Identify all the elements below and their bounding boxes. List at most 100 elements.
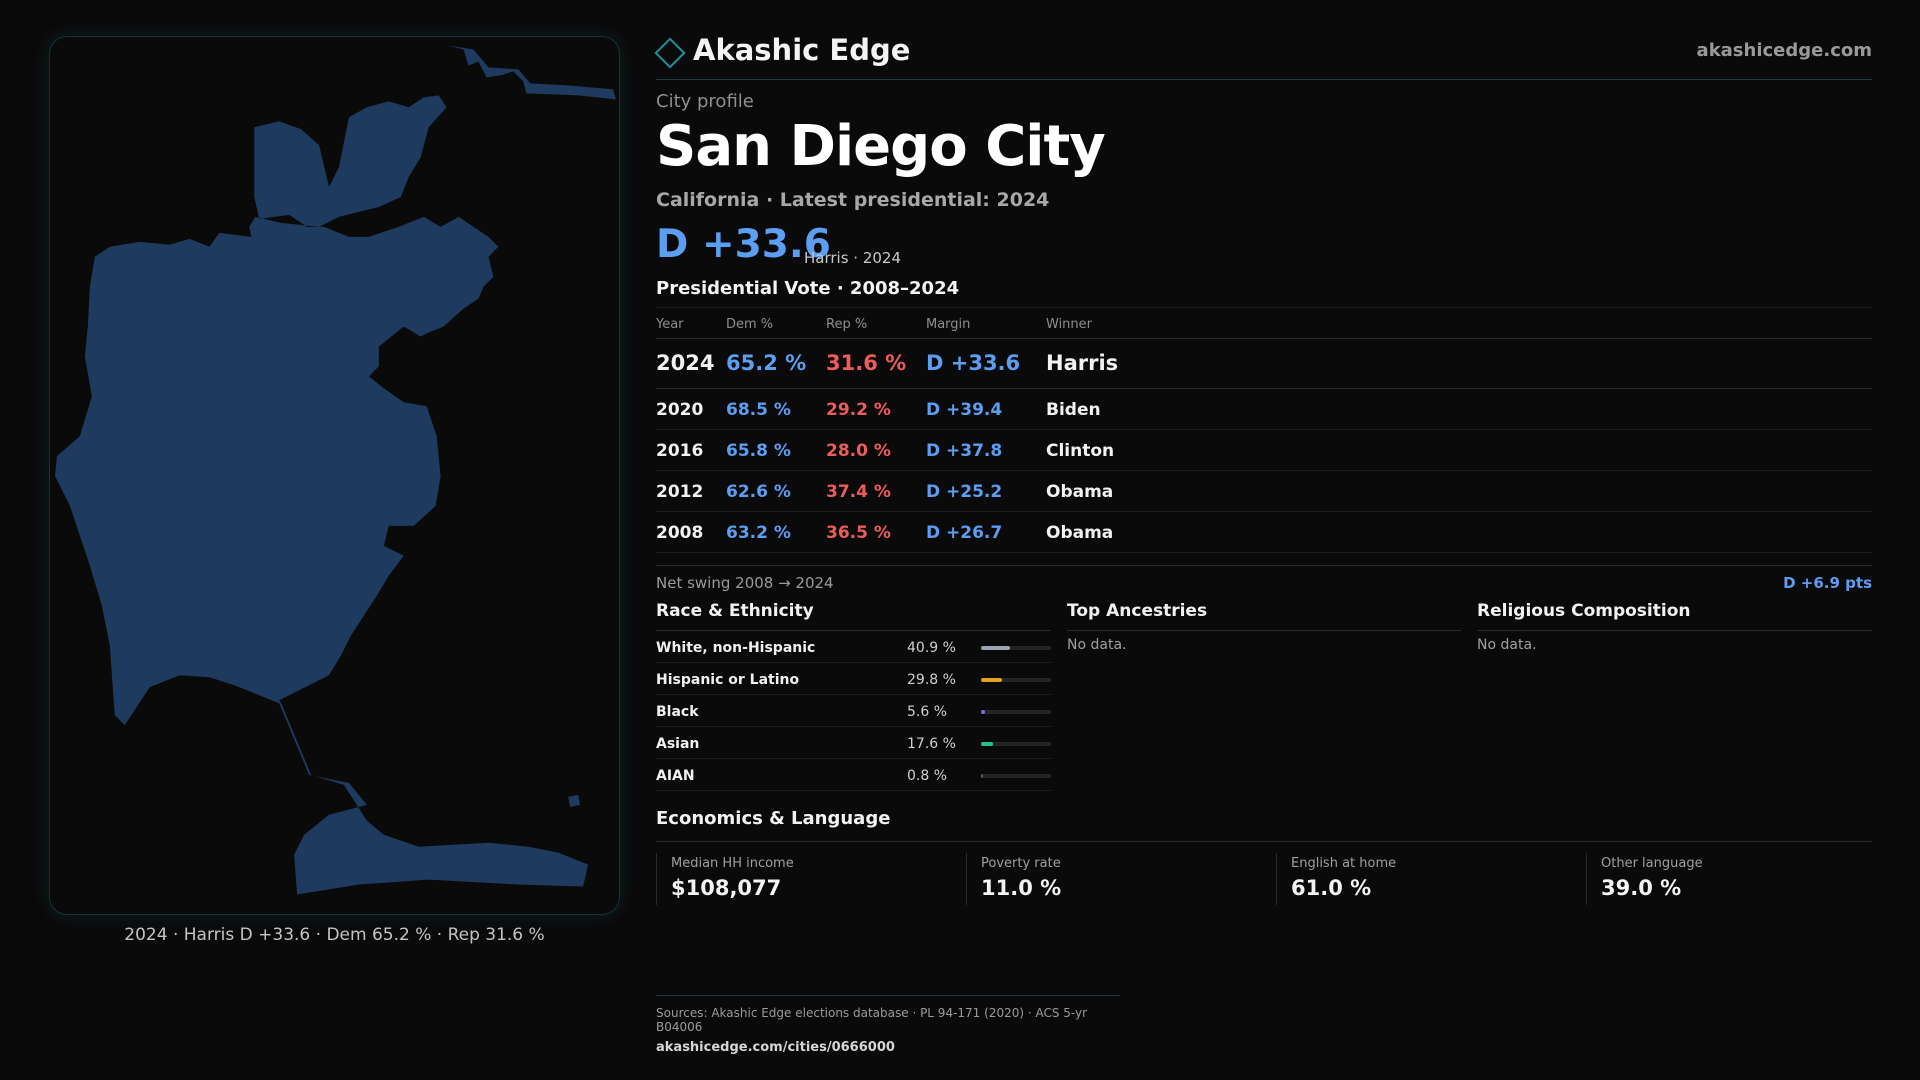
- brand-name[interactable]: Akashic Edge: [693, 33, 911, 67]
- table-row: 2020 68.5 % 29.2 % D +39.4 Biden: [656, 389, 1872, 430]
- stat-card-english: English at home 61.0 %: [1276, 853, 1586, 905]
- race-label: Hispanic or Latino: [656, 672, 800, 688]
- cell-winner: Harris: [1046, 351, 1119, 375]
- cell-rep: 37.4 %: [826, 482, 891, 502]
- header-year: Year: [656, 317, 684, 332]
- stat-label: Poverty rate: [981, 856, 1061, 871]
- ancestries-empty: No data.: [1067, 637, 1127, 653]
- race-bar-track: [981, 646, 1051, 650]
- race-label: Asian: [656, 736, 700, 752]
- race-bar-track: [981, 678, 1051, 682]
- race-row: AIAN 0.8 %: [656, 759, 1051, 791]
- economics-cards: Median HH income $108,077 Poverty rate 1…: [656, 853, 1872, 905]
- stat-card-income: Median HH income $108,077: [656, 853, 966, 905]
- headline-margin: D +33.6: [656, 222, 831, 267]
- race-label: Black: [656, 704, 699, 720]
- race-row: Hispanic or Latino 29.8 %: [656, 663, 1051, 695]
- cell-dem: 62.6 %: [726, 482, 791, 502]
- city-map[interactable]: [49, 36, 620, 915]
- site-header: Akashic Edge akashicedge.com: [654, 30, 1872, 80]
- stat-card-poverty: Poverty rate 11.0 %: [966, 853, 1276, 905]
- race-percent: 29.8 %: [907, 672, 956, 688]
- table-header: Year Dem % Rep % Margin Winner: [656, 308, 1872, 339]
- cell-dem: 65.2 %: [726, 351, 807, 375]
- cell-margin: D +33.6: [926, 351, 1021, 375]
- page-subtitle: California · Latest presidential: 2024: [656, 189, 1050, 211]
- race-row: Asian 17.6 %: [656, 727, 1051, 759]
- race-percent: 17.6 %: [907, 736, 956, 752]
- cell-year: 2024: [656, 351, 715, 375]
- cell-winner: Clinton: [1046, 441, 1115, 461]
- city-boundary-shape: [54, 45, 617, 895]
- stat-value: 61.0 %: [1291, 876, 1372, 900]
- race-bar-track: [981, 742, 1051, 746]
- race-ethnicity-section: Race & Ethnicity White, non-Hispanic 40.9…: [656, 601, 1051, 791]
- stat-label: English at home: [1291, 856, 1397, 871]
- economics-title: Economics & Language: [656, 808, 1872, 842]
- map-caption: 2024 · Harris D +33.6 · Dem 65.2 % · Rep…: [124, 925, 545, 945]
- net-swing-label: Net swing 2008 → 2024: [656, 574, 834, 592]
- cell-margin: D +26.7: [926, 523, 1003, 543]
- header-dem: Dem %: [726, 317, 774, 332]
- cell-rep: 29.2 %: [826, 400, 891, 420]
- page-url-link[interactable]: akashicedge.com/cities/0666000: [656, 1040, 895, 1055]
- cell-margin: D +25.2: [926, 482, 1003, 502]
- race-percent: 0.8 %: [907, 768, 948, 784]
- race-title: Race & Ethnicity: [656, 601, 1051, 631]
- cell-dem: 63.2 %: [726, 523, 791, 543]
- vote-section-title: Presidential Vote · 2008–2024: [656, 278, 960, 299]
- cell-year: 2012: [656, 482, 704, 502]
- header-winner: Winner: [1046, 317, 1093, 332]
- diamond-logo-icon: [654, 37, 686, 69]
- table-row: 2024 65.2 % 31.6 % D +33.6 Harris: [656, 339, 1872, 389]
- cell-dem: 68.5 %: [726, 400, 791, 420]
- net-swing-value: D +6.9 pts: [1783, 574, 1872, 592]
- race-bar-fill: [981, 678, 1002, 682]
- cell-margin: D +39.4: [926, 400, 1003, 420]
- race-label: White, non-Hispanic: [656, 640, 816, 656]
- race-bar-track: [981, 710, 1051, 714]
- race-bar-track: [981, 774, 1051, 778]
- cell-winner: Obama: [1046, 482, 1114, 502]
- stat-card-other-language: Other language 39.0 %: [1586, 853, 1896, 905]
- race-bar-fill: [981, 646, 1010, 650]
- city-boundary-map: [54, 45, 617, 895]
- race-bar-fill: [981, 710, 985, 714]
- stat-value: 39.0 %: [1601, 876, 1682, 900]
- religion-section: Religious Composition No data.: [1477, 601, 1872, 653]
- stat-label: Other language: [1601, 856, 1703, 871]
- race-bar-fill: [981, 774, 983, 778]
- race-label: AIAN: [656, 768, 695, 784]
- race-percent: 40.9 %: [907, 640, 956, 656]
- ancestries-title: Top Ancestries: [1067, 601, 1461, 631]
- cell-year: 2008: [656, 523, 704, 543]
- table-row: 2012 62.6 % 37.4 % D +25.2 Obama: [656, 471, 1872, 512]
- race-row: Black 5.6 %: [656, 695, 1051, 727]
- sources-note: Sources: Akashic Edge elections database…: [656, 1006, 1088, 1034]
- ancestries-section: Top Ancestries No data.: [1067, 601, 1461, 653]
- religion-title: Religious Composition: [1477, 601, 1872, 631]
- race-row: White, non-Hispanic 40.9 %: [656, 631, 1051, 663]
- table-row: 2008 63.2 % 36.5 % D +26.7 Obama: [656, 512, 1872, 553]
- header-rep: Rep %: [826, 317, 868, 332]
- cell-rep: 31.6 %: [826, 351, 907, 375]
- religion-empty: No data.: [1477, 637, 1537, 653]
- race-bar-fill: [981, 742, 994, 746]
- cell-year: 2020: [656, 400, 704, 420]
- cell-rep: 28.0 %: [826, 441, 891, 461]
- cell-dem: 65.8 %: [726, 441, 791, 461]
- stat-value: 11.0 %: [981, 876, 1062, 900]
- cell-rep: 36.5 %: [826, 523, 891, 543]
- stat-label: Median HH income: [671, 856, 794, 871]
- header-margin: Margin: [926, 317, 971, 332]
- headline-margin-detail: Harris · 2024: [804, 249, 902, 267]
- page-footer: Sources: Akashic Edge elections database…: [656, 995, 1120, 1055]
- page-title: San Diego City: [656, 114, 1106, 179]
- presidential-vote-table: Year Dem % Rep % Margin Winner 2024 65.2…: [656, 307, 1872, 553]
- site-link[interactable]: akashicedge.com: [1696, 40, 1872, 61]
- net-swing-row: Net swing 2008 → 2024 D +6.9 pts: [656, 565, 1872, 595]
- cell-margin: D +37.8: [926, 441, 1003, 461]
- stat-value: $108,077: [671, 876, 782, 900]
- page-eyebrow: City profile: [656, 91, 754, 112]
- cell-year: 2016: [656, 441, 704, 461]
